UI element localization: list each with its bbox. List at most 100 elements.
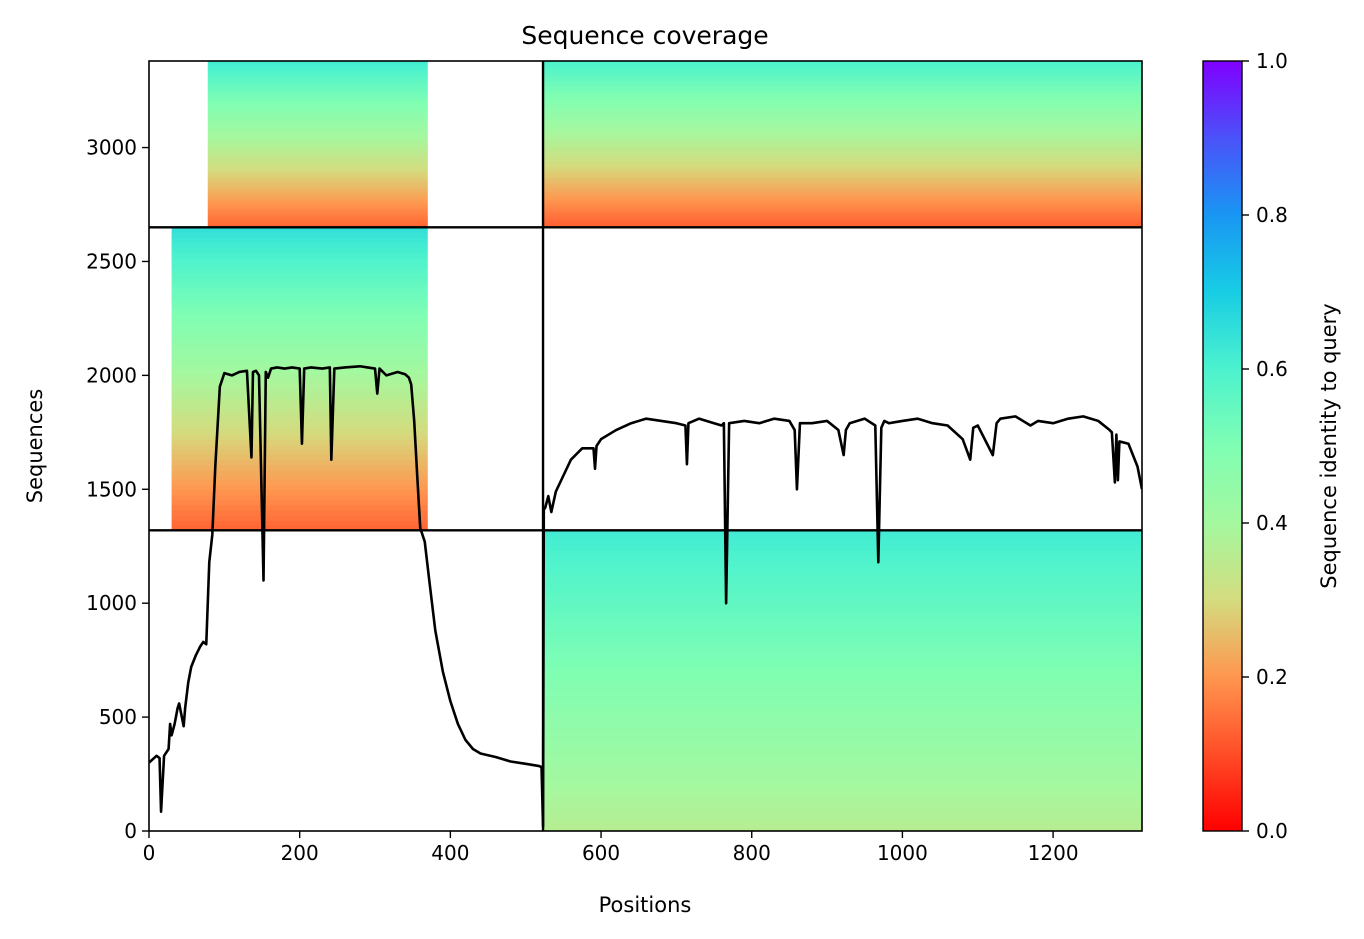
coverage-band (207, 158, 428, 162)
coverage-band (207, 218, 428, 223)
coverage-band (543, 121, 1142, 126)
colorbar-tick-label: 0.6 (1256, 357, 1288, 381)
coverage-band (543, 755, 1142, 762)
coverage-band (207, 72, 428, 76)
coverage-band (207, 188, 428, 192)
coverage-band (543, 590, 1142, 597)
coverage-band (207, 108, 428, 112)
coverage-band (543, 207, 1142, 212)
coverage-band (171, 429, 428, 435)
coverage-band (543, 765, 1142, 772)
coverage-band (543, 560, 1142, 566)
coverage-band (207, 160, 428, 165)
coverage-band (207, 63, 428, 68)
coverage-band (171, 257, 428, 264)
coverage-band (207, 69, 428, 73)
y-axis: 0 500 1000 1500 2000 2500 3000 (86, 136, 149, 843)
y-tick-label: 2500 (86, 249, 137, 273)
coverage-band (543, 185, 1142, 190)
coverage-band (543, 194, 1142, 198)
coverage-band (543, 202, 1142, 206)
coverage-band (543, 158, 1142, 162)
coverage-band (543, 620, 1142, 627)
coverage-band (171, 358, 428, 365)
coverage-band (543, 108, 1142, 112)
coverage-band (171, 303, 428, 309)
coverage-band (543, 610, 1142, 617)
coverage-band (207, 146, 428, 151)
coverage-band (171, 419, 428, 425)
coverage-band (207, 205, 428, 209)
coverage-band (543, 740, 1142, 747)
coverage-band (207, 202, 428, 206)
coverage-band (207, 207, 428, 212)
coverage-band (207, 216, 428, 220)
x-tick-label: 400 (431, 841, 469, 865)
y-tick-label: 3000 (86, 136, 137, 160)
coverage-band (543, 74, 1142, 79)
coverage-band (543, 670, 1142, 677)
coverage-band (543, 800, 1142, 807)
coverage-band (543, 680, 1142, 687)
coverage-band (171, 414, 428, 420)
x-axis: 0 200 400 600 800 1000 1200 (143, 831, 1079, 865)
coverage-band (543, 605, 1142, 612)
coverage-band (171, 272, 428, 279)
coverage-band (543, 600, 1142, 607)
coverage-band (171, 444, 428, 451)
coverage-band (171, 338, 428, 345)
coverage-band (207, 221, 428, 226)
coverage-band (207, 74, 428, 79)
coverage-band (543, 130, 1142, 134)
colorbar-axis: 0.0 0.2 0.4 0.6 0.8 1.0 (1242, 49, 1288, 843)
coverage-band (171, 262, 428, 269)
coverage-band (543, 216, 1142, 220)
coverage-band (207, 102, 428, 106)
coverage-band (543, 152, 1142, 156)
coverage-band (171, 479, 428, 486)
y-tick-label: 1500 (86, 477, 137, 501)
x-tick-label: 1200 (1028, 841, 1079, 865)
coverage-band (543, 133, 1142, 137)
coverage-band (543, 166, 1142, 170)
coverage-band (207, 213, 428, 217)
coverage-band (543, 540, 1142, 546)
coverage-band (543, 188, 1142, 192)
coverage-band (543, 69, 1142, 73)
coverage-band (543, 144, 1142, 148)
coverage-band (207, 199, 428, 203)
coverage-band (171, 333, 428, 339)
coverage-band (171, 424, 428, 430)
coverage-band (543, 205, 1142, 209)
coverage-band (543, 91, 1142, 95)
coverage-band (171, 510, 428, 516)
coverage-band (543, 625, 1142, 632)
coverage-band (207, 210, 428, 215)
x-tick-label: 0 (143, 841, 156, 865)
coverage-band (207, 61, 428, 65)
coverage-band (207, 88, 428, 93)
coverage-band (543, 110, 1142, 115)
coverage-band (207, 182, 428, 187)
coverage-band (171, 242, 428, 249)
coverage-band (171, 494, 428, 501)
coverage-band (543, 640, 1142, 647)
coverage-band (543, 63, 1142, 68)
coverage-band (543, 760, 1142, 767)
coverage-band (543, 80, 1142, 84)
coverage-block-5 (543, 530, 1142, 831)
coverage-band (171, 363, 428, 370)
coverage-band (171, 499, 428, 506)
coverage-band (543, 790, 1142, 797)
coverage-band (543, 615, 1142, 622)
coverage-band (207, 80, 428, 84)
y-tick-label: 0 (124, 819, 137, 843)
coverage-band (543, 213, 1142, 217)
coverage-band (543, 805, 1142, 812)
coverage-band (543, 146, 1142, 151)
coverage-band (543, 138, 1142, 142)
coverage-band (543, 99, 1142, 104)
coverage-band (207, 163, 428, 167)
coverage-band (207, 141, 428, 145)
